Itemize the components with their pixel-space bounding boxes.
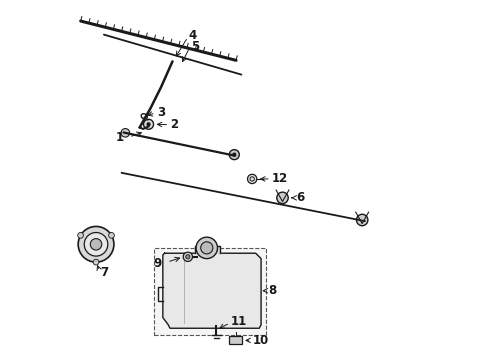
Circle shape <box>229 150 239 159</box>
Text: 5: 5 <box>191 40 199 53</box>
Circle shape <box>147 123 150 126</box>
Circle shape <box>78 233 83 238</box>
Text: 12: 12 <box>272 172 288 185</box>
Circle shape <box>277 192 288 203</box>
Text: 8: 8 <box>269 284 277 297</box>
Text: 3: 3 <box>157 106 165 120</box>
Text: 6: 6 <box>296 192 304 204</box>
Circle shape <box>183 252 193 261</box>
Circle shape <box>356 214 368 226</box>
Bar <box>154 248 267 336</box>
Circle shape <box>186 255 190 259</box>
Circle shape <box>247 174 257 184</box>
Text: 4: 4 <box>189 29 197 42</box>
Text: 10: 10 <box>252 334 269 347</box>
Polygon shape <box>195 246 220 253</box>
Text: 2: 2 <box>171 118 178 131</box>
Circle shape <box>121 129 130 137</box>
Circle shape <box>233 153 236 156</box>
Circle shape <box>84 233 108 256</box>
Circle shape <box>201 242 213 254</box>
Circle shape <box>93 259 99 265</box>
Circle shape <box>109 233 114 238</box>
Text: 9: 9 <box>154 257 162 270</box>
Text: 7: 7 <box>100 266 109 279</box>
Circle shape <box>78 226 114 262</box>
Circle shape <box>196 237 218 258</box>
Circle shape <box>90 239 102 250</box>
Polygon shape <box>163 253 261 328</box>
Text: 11: 11 <box>231 315 247 328</box>
Text: 1: 1 <box>116 131 124 144</box>
Circle shape <box>144 119 153 129</box>
Bar <box>229 337 242 344</box>
